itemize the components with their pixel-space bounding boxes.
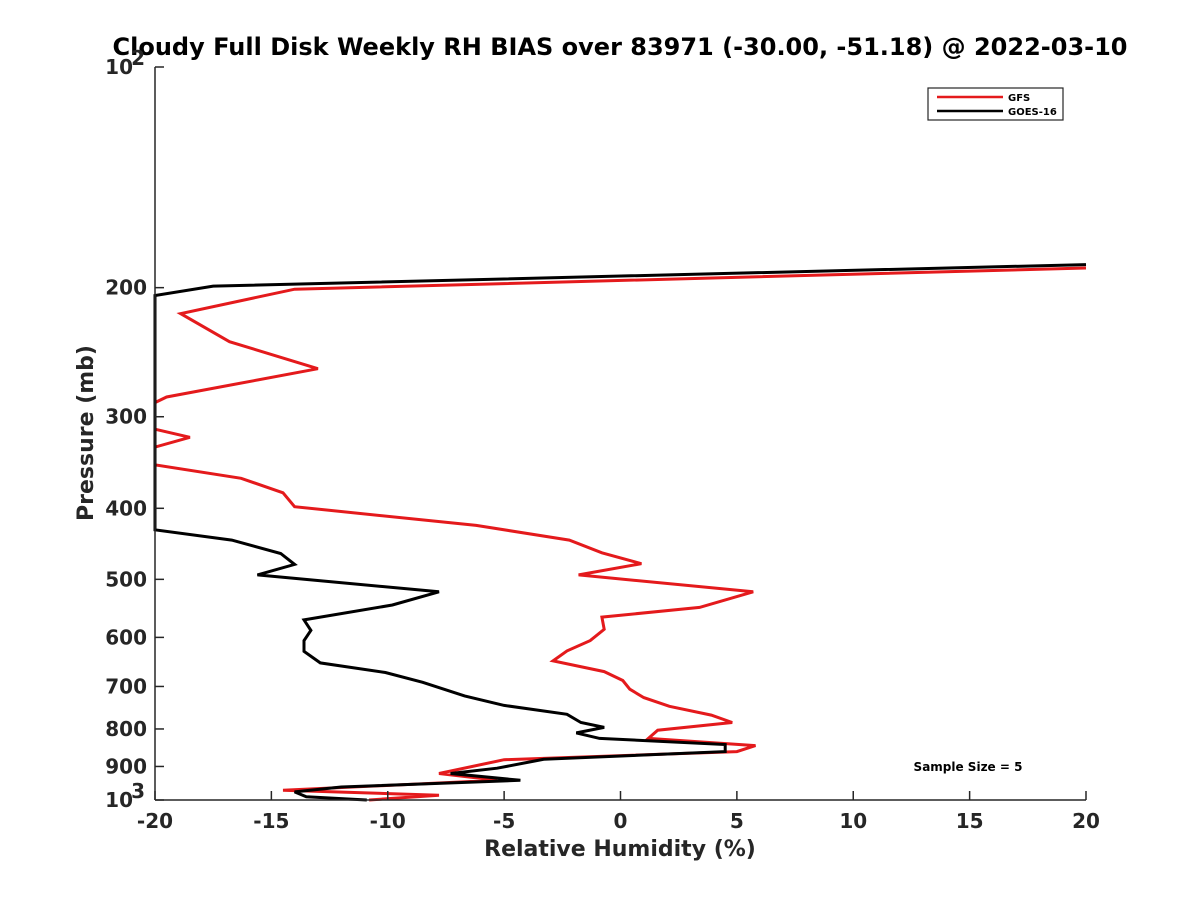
y-tick-label-power: 10 — [105, 55, 133, 79]
y-tick-base: 10 — [105, 788, 133, 812]
x-tick-label: 0 — [614, 809, 628, 833]
y-tick-exponent: 2 — [131, 46, 145, 70]
x-axis-ticks: -20 -15 -10 -5 0 5 10 15 20 — [137, 791, 1100, 833]
x-tick-label: 5 — [730, 809, 744, 833]
chart-title: Cloudy Full Disk Weekly RH BIAS over 839… — [113, 33, 1128, 61]
y-tick-label: 600 — [105, 625, 147, 649]
sample-size-annotation: Sample Size = 5 — [914, 760, 1023, 774]
x-tick-label: 20 — [1072, 809, 1100, 833]
x-tick-label: -15 — [253, 809, 289, 833]
y-tick-label: 500 — [105, 567, 147, 591]
y-tick-label: 200 — [105, 276, 147, 300]
legend-box — [927, 87, 1064, 121]
x-axis-label: Relative Humidity (%) — [484, 837, 756, 862]
y-tick-label: 800 — [105, 717, 147, 741]
y-tick-label: 700 — [105, 674, 147, 698]
legend-label-gfs: GFS — [1008, 93, 1030, 104]
y-tick-label: 900 — [105, 754, 147, 778]
legend-label-goes16: GOES-16 — [1008, 107, 1057, 118]
y-tick-label-power: 10 — [105, 788, 133, 812]
x-tick-label: -10 — [370, 809, 406, 833]
legend: GFS GOES-16 — [927, 87, 1064, 121]
x-tick-label: 10 — [839, 809, 867, 833]
y-tick-exponent: 3 — [131, 779, 145, 803]
x-tick-label: -5 — [493, 809, 515, 833]
y-axis-label: Pressure (mb) — [74, 345, 99, 521]
series-line-goes-16 — [153, 263, 1087, 802]
y-tick-label: 300 — [105, 405, 147, 429]
x-tick-label: 15 — [956, 809, 984, 833]
x-tick-label: -20 — [137, 809, 173, 833]
y-tick-label: 400 — [105, 496, 147, 520]
y-tick-base: 10 — [105, 55, 133, 79]
